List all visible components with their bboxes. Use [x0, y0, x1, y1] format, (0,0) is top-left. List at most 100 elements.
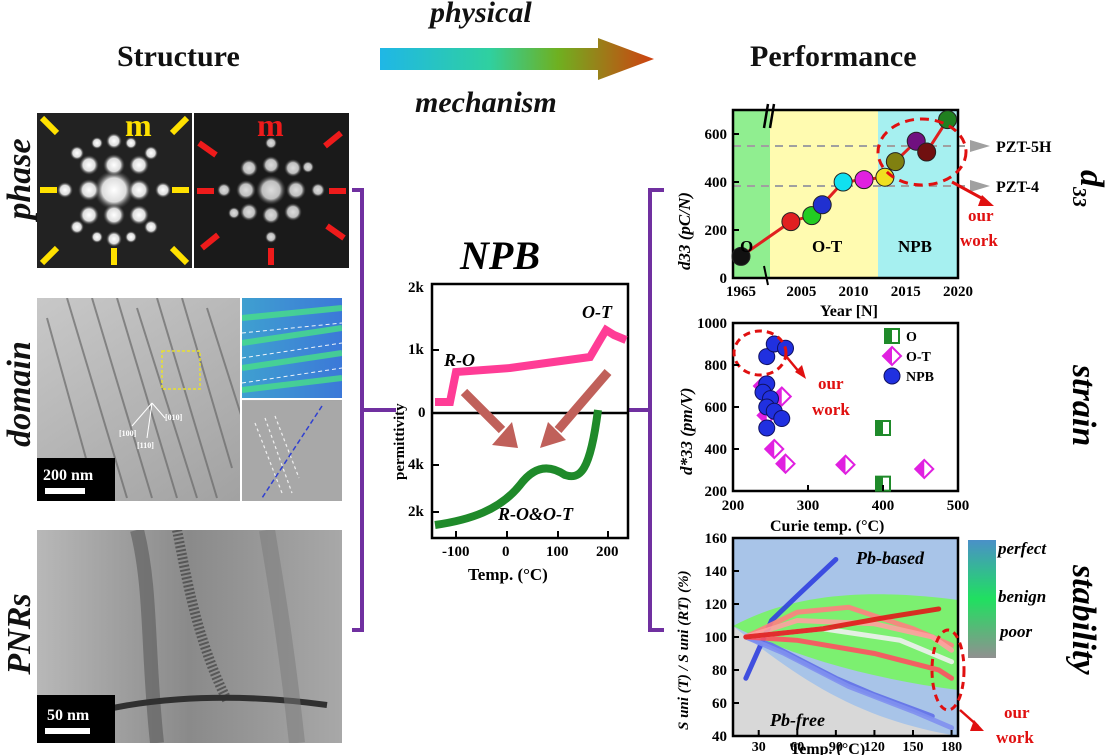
region-npb: NPB	[898, 237, 932, 256]
strain-o-point-0	[875, 420, 891, 436]
strain-legend-marker-2	[883, 367, 901, 385]
performance-heading: Performance	[750, 40, 917, 73]
strain-legend-label-2: NPB	[906, 370, 934, 385]
strain-xtick-0: 200	[722, 498, 745, 514]
d33-ytick-2: 400	[705, 175, 728, 191]
domain-dir-010: [010]	[165, 413, 183, 422]
d33-point-7	[885, 152, 905, 172]
npb-top-tick-2: 2k	[408, 280, 425, 296]
d33-ytick-0: 0	[720, 271, 728, 287]
stab-our-work-2: work	[996, 728, 1034, 747]
pnr-tem-image: 50 nm	[37, 530, 342, 743]
npb-ann-ot: O-T	[582, 302, 613, 322]
npb-x-tick-3: 200	[596, 544, 619, 560]
strain-our-work-2: work	[812, 400, 850, 419]
strain-o-t-point-5-fill	[915, 459, 925, 478]
d33-side-label: d33	[1068, 170, 1111, 230]
pnr-scale-label: 50 nm	[47, 707, 90, 724]
stab-curve-0	[743, 556, 839, 681]
d33-side-d: d	[1073, 170, 1110, 187]
d33-xtick-4: 2020	[943, 284, 973, 300]
strain-o-t-point-4	[835, 454, 856, 476]
phase-m-label-left: m	[125, 113, 152, 143]
domain-scale-label: 200 nm	[43, 467, 94, 484]
legend-perfect: perfect	[996, 539, 1047, 558]
stab-ytick-5: 140	[705, 564, 728, 580]
d33-xlabel: Year [N]	[820, 303, 878, 320]
strain-npb-point-0	[758, 348, 776, 366]
stab-our-work-1: our	[1004, 703, 1030, 722]
stab-xtick-4: 150	[903, 740, 924, 755]
npb-ylabel: permittivity	[392, 403, 408, 480]
stab-curve-7	[743, 606, 942, 640]
strain-o-point-1-fill	[876, 476, 883, 491]
legend-benign: benign	[998, 587, 1046, 606]
diffraction-image-right: m	[194, 113, 349, 268]
strain-our-work-1: our	[818, 374, 844, 393]
structure-heading: Structure	[117, 40, 240, 73]
npb-bottom-tick-1: 4k	[408, 457, 425, 473]
stab-xtick-3: 120	[864, 740, 885, 755]
d33-xtick-2: 2010	[839, 284, 869, 300]
npb-x-tick-2: 100	[546, 544, 569, 560]
stab-xtick-5: 180	[941, 740, 962, 755]
domain-dir-100: [100]	[119, 429, 137, 438]
strain-legend-marker-0	[884, 328, 900, 344]
region-pb-free: Pb-free	[769, 710, 825, 730]
stab-curve-5	[743, 634, 955, 681]
npb-permittivity-chart: -100 0 100 200 0 1k 2k 2k 4k Temp. (°C) …	[392, 280, 630, 584]
strain-side-label: strain	[1065, 365, 1102, 447]
stab-ytick-0: 40	[712, 729, 727, 745]
d33-side-sub: 33	[1068, 187, 1091, 207]
npb-top-tick-1: 1k	[408, 342, 425, 358]
stab-curve-2	[743, 634, 955, 731]
strain-ytick-3: 800	[705, 358, 728, 374]
strain-o-t-point-3-fill	[776, 454, 786, 473]
npb-title: NPB	[460, 233, 540, 278]
strain-ylabel: d*33 (pm/V)	[677, 388, 696, 475]
region-o: O	[740, 237, 753, 256]
strain-xtick-1: 300	[797, 498, 820, 514]
region-pb-based: Pb-based	[855, 548, 925, 568]
phase-m-label-right: m	[257, 113, 284, 143]
stab-curve-4	[743, 617, 955, 653]
strain-xlabel: Curie temp. (°C)	[770, 518, 884, 535]
d33-ylabel: d33 (pC/N)	[675, 192, 694, 270]
d33-xtick-3: 2015	[891, 284, 921, 300]
d33-our-work-1: our	[968, 206, 994, 225]
npb-x-tick-0: -100	[442, 544, 470, 560]
strain-o-t-point-2	[763, 438, 785, 460]
ref-pzt4: PZT-4	[996, 179, 1039, 196]
d33-xtick-1: 2005	[786, 284, 816, 300]
strain-ytick-1: 400	[705, 442, 728, 458]
stab-ytick-6: 160	[705, 531, 728, 547]
stab-xlabel: Temp. (°C)	[790, 741, 865, 755]
strain-o-t-point-2-fill	[765, 440, 775, 458]
stab-xtick-0: 30	[752, 740, 766, 755]
arrow-bottom-label: mechanism	[415, 86, 557, 119]
strain-legend-marker-1	[881, 345, 903, 367]
npb-x-tick-1: 0	[502, 544, 510, 560]
strain-xtick-2: 400	[872, 498, 895, 514]
npb-ann-ro: R-O	[443, 350, 475, 370]
stab-ytick-1: 60	[712, 696, 727, 712]
npb-top-tick-0: 0	[418, 405, 426, 421]
d33-point-0	[731, 246, 751, 266]
d33-point-5	[854, 170, 874, 190]
strain-xtick-3: 500	[947, 498, 970, 514]
stability-chart: perfect benign poor Pb-based Pb-free our…	[676, 531, 1047, 755]
d33-point-9	[917, 142, 937, 162]
npb-bottom-tick-0: 2k	[408, 504, 425, 520]
d33-ytick-3: 600	[705, 127, 728, 143]
stability-side-label: stability	[1065, 565, 1102, 675]
stab-xtick-2: 90	[829, 740, 843, 755]
strain-legend-label-0: O	[906, 330, 917, 345]
d33-point-3	[812, 195, 832, 215]
d33-point-1	[781, 212, 801, 232]
stab-ytick-3: 100	[705, 630, 728, 646]
npb-xlabel: Temp. (°C)	[468, 565, 548, 584]
diffraction-image-left: m	[37, 113, 192, 268]
stab-xtick-1: 60	[790, 740, 804, 755]
strain-ytick-4: 1000	[697, 316, 727, 332]
